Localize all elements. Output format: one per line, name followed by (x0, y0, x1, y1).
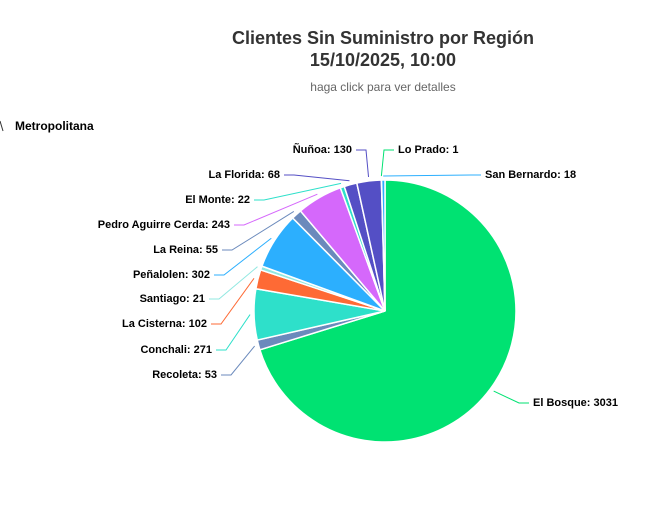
connector (284, 174, 350, 182)
chart-subtitle: haga click para ver detalles (310, 80, 455, 94)
breadcrumb-separator (0, 120, 4, 132)
connector (254, 182, 342, 201)
data-label: Pedro Aguirre Cerda: 243 (98, 219, 230, 231)
data-label: Recoleta: 53 (152, 369, 217, 381)
breadcrumb[interactable]: Metropolitana (15, 119, 94, 133)
pie-slice[interactable] (380, 179, 386, 312)
pie-slice[interactable] (258, 179, 517, 443)
data-label: La Cisterna: 102 (122, 318, 207, 330)
data-label: Lo Prado: 1 (398, 144, 459, 156)
data-label: Conchali: 271 (140, 344, 212, 356)
connector (222, 211, 295, 251)
data-label: San Bernardo: 18 (485, 169, 576, 181)
data-label: Ñuñoa: 130 (293, 143, 352, 156)
connector (211, 277, 255, 325)
data-label: El Bosque: 3031 (533, 397, 618, 409)
connector (493, 390, 529, 404)
connector (214, 237, 272, 276)
data-label: La Reina: 55 (153, 244, 218, 256)
data-label: Santiago: 21 (140, 293, 205, 305)
connector (383, 174, 481, 177)
connector (221, 345, 256, 376)
connector (216, 314, 251, 351)
connector (356, 149, 370, 178)
connector (380, 149, 394, 177)
connector (209, 266, 258, 300)
data-label: La Florida: 68 (208, 169, 280, 181)
chart-title: 15/10/2025, 10:00 (310, 50, 456, 70)
chart-title: Clientes Sin Suministro por Región (232, 28, 534, 48)
connector (234, 193, 318, 226)
data-label: Peñalolen: 302 (133, 269, 210, 281)
data-label: El Monte: 22 (185, 194, 250, 206)
